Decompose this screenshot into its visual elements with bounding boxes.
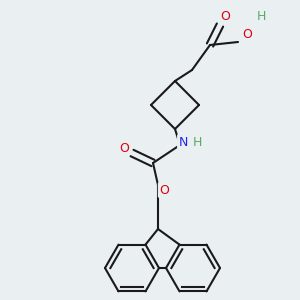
Text: O: O: [159, 184, 169, 196]
Text: H: H: [256, 11, 266, 23]
Text: O: O: [119, 142, 129, 154]
Text: N: N: [178, 136, 188, 148]
Text: O: O: [220, 11, 230, 23]
Text: H: H: [192, 136, 202, 148]
Text: O: O: [242, 28, 252, 40]
